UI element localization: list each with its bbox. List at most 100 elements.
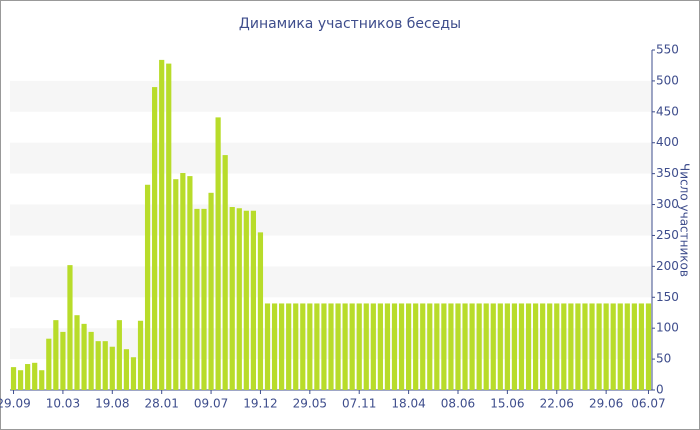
y-axis-title: Число участников [678,163,692,277]
grid-band [10,204,652,236]
bar [264,303,271,390]
bar [638,303,645,390]
bar [300,303,306,390]
bar [406,303,412,390]
bar [568,303,574,390]
bar [46,338,52,390]
bar [81,323,87,390]
bar [10,367,17,390]
bar [194,208,200,390]
x-tick-label: 09.07 [194,397,228,411]
bar [525,303,532,390]
grid-band [10,266,652,298]
y-tick-label: 250 [656,228,679,242]
bar [159,59,165,391]
y-tick-label: 150 [656,290,679,304]
bar [222,155,228,390]
bar [363,303,369,390]
bar [441,303,447,390]
x-tick-label: 19.12 [243,397,277,411]
x-tick-label: 10.03 [46,397,80,411]
bar [74,315,80,390]
bar [130,357,137,390]
bar [455,303,461,390]
bar [483,303,489,390]
bar [391,303,398,390]
bar [596,303,602,390]
y-tick-label: 100 [656,321,679,335]
bar [271,303,278,390]
bar [109,346,115,390]
bar [215,117,221,390]
bar [173,179,179,390]
bar [102,341,108,390]
bar [208,192,214,390]
x-tick-label: 07.11 [342,397,376,411]
bar [67,265,73,390]
bar [624,303,630,390]
bar [307,303,313,390]
x-tick-label: 29.06 [589,397,623,411]
bar [53,320,59,390]
bar [25,364,31,390]
bar [434,303,440,390]
bar [95,341,101,390]
bar [398,303,405,390]
y-tick-label: 200 [656,259,679,273]
bar [328,303,334,390]
y-tick-label: 50 [656,352,671,366]
bar [462,303,468,390]
bar [60,331,66,390]
x-tick-label: 22.06 [540,397,574,411]
bar [335,303,341,390]
bar [32,362,38,390]
bar [490,303,496,390]
bar [518,303,525,390]
bar [257,232,264,390]
bar [511,303,518,390]
bar [476,303,482,390]
x-tick-label: 08.06 [441,397,475,411]
bar [201,208,207,390]
x-tick-label: 19.08 [95,397,129,411]
bar [166,63,172,390]
y-tick-label: 300 [656,197,679,211]
bar [243,210,249,390]
chart-title: Динамика участников беседы [239,16,461,32]
bar [589,303,595,390]
bar [469,303,475,390]
y-tick-label: 400 [656,135,679,149]
bar [236,208,242,390]
bar [377,303,383,390]
bar [116,320,122,390]
bar [293,303,299,390]
y-tick-label: 350 [656,166,679,180]
y-tick-label: 550 [656,43,679,57]
bar [582,303,588,390]
bar [314,303,320,390]
grid-band [10,142,652,174]
y-tick-label: 450 [656,104,679,118]
x-tick-label: 28.01 [145,397,179,411]
y-tick-label: 500 [656,73,679,87]
x-tick-label: 29.09 [0,397,31,411]
bar [321,303,327,390]
bar [17,370,24,390]
bar [610,303,616,390]
grid-band [10,80,652,112]
bar [617,303,623,390]
bar [144,184,151,390]
bar [427,303,433,390]
bar [631,303,637,390]
bar [554,303,560,390]
bar [279,303,285,390]
bar [349,303,355,390]
bar [413,303,419,390]
bar [229,207,235,390]
bar [532,303,539,390]
bar [448,303,454,390]
bar [547,303,553,390]
bar [123,349,130,390]
bar [187,176,193,390]
